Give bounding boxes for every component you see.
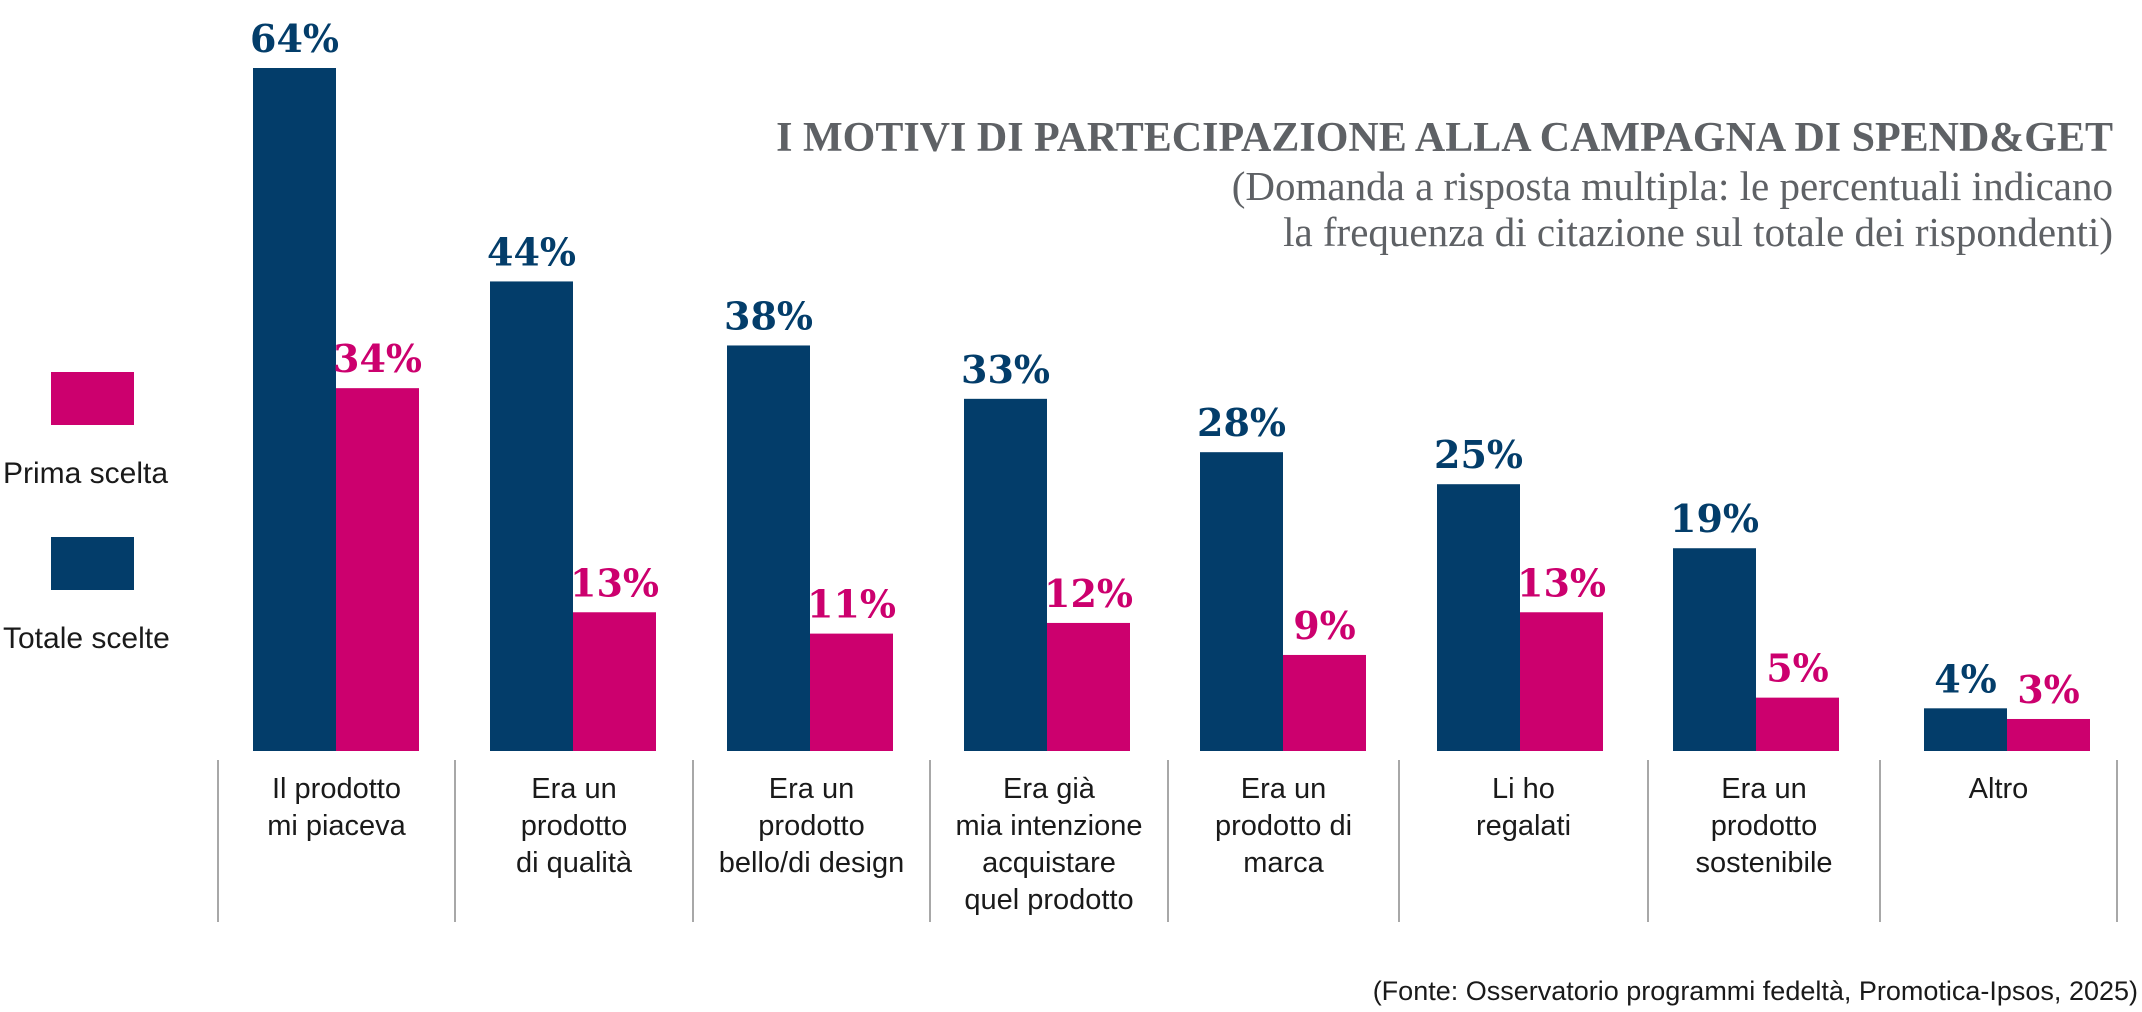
value-label-totale-scelte-8: 4%: [1934, 656, 1997, 701]
bars-layer: [253, 68, 2090, 751]
value-label-prima-scelta-7: 5%: [1766, 646, 1829, 691]
category-label-6: Li ho regalati: [1476, 773, 1571, 842]
bar-totale-scelte-6: [1437, 484, 1520, 751]
value-label-prima-scelta-4: 12%: [1044, 571, 1133, 616]
category-label-line: Altro: [1969, 773, 2029, 805]
category-label-line: marca: [1243, 847, 1324, 879]
bar-prima-scelta-7: [1756, 697, 1839, 751]
legend: Prima scelta Totale scelte: [3, 372, 170, 655]
chart-title: I MOTIVI DI PARTECIPAZIONE ALLA CAMPAGNA…: [776, 115, 2113, 161]
value-label-totale-scelte-3: 38%: [724, 293, 813, 338]
bar-prima-scelta-2: [573, 612, 656, 751]
legend-label-totale-scelte: Totale scelte: [3, 622, 170, 655]
category-label-line: mia intenzione: [956, 810, 1143, 842]
category-label-line: prodotto: [1711, 810, 1817, 842]
category-label-line: regalati: [1476, 810, 1571, 842]
value-labels-layer: 64% 34% 44% 13% 38% 11% 33% 12% 28% 9% 25% 13% 19% 5%…: [250, 16, 2080, 712]
chart-subtitle-line-1: (Domanda a risposta multipla: le percent…: [1232, 163, 2113, 209]
bar-totale-scelte-7: [1673, 548, 1756, 751]
chart-subtitle-line-2: la frequenza di citazione sul totale dei…: [1283, 209, 2113, 255]
category-label-line: prodotto: [758, 810, 864, 842]
value-label-prima-scelta-1: 34%: [333, 336, 422, 381]
category-label-line: Era un: [769, 773, 854, 805]
value-label-totale-scelte-4: 33%: [961, 347, 1050, 392]
category-dividers: [217, 760, 2118, 922]
category-label-line: Era già: [1003, 773, 1096, 805]
category-label-4: Era già mia intenzione acquistare quel prod…: [956, 773, 1143, 916]
value-label-prima-scelta-5: 9%: [1293, 603, 1356, 648]
value-label-totale-scelte-6: 25%: [1434, 432, 1523, 477]
bar-totale-scelte-1: [253, 68, 336, 751]
value-label-prima-scelta-6: 13%: [1517, 560, 1606, 605]
category-label-line: Era un: [1721, 773, 1806, 805]
category-label-line: Era un: [1241, 773, 1326, 805]
category-label-1: Il prodotto mi piaceva: [267, 773, 406, 842]
category-label-line: Il prodotto: [272, 773, 401, 805]
legend-swatch-prima-scelta: [51, 372, 134, 425]
bar-prima-scelta-6: [1520, 612, 1603, 751]
value-label-totale-scelte-5: 28%: [1197, 400, 1286, 445]
category-label-8: Altro: [1969, 773, 2029, 805]
category-label-line: Era un: [531, 773, 616, 805]
bar-totale-scelte-3: [727, 345, 810, 751]
category-label-line: mi piaceva: [267, 810, 406, 842]
legend-swatch-totale-scelte: [51, 537, 134, 590]
bar-totale-scelte-5: [1200, 452, 1283, 751]
bar-totale-scelte-4: [964, 398, 1047, 751]
bar-prima-scelta-8: [2007, 718, 2090, 751]
category-label-line: acquistare: [982, 847, 1116, 879]
bar-totale-scelte-2: [490, 281, 573, 751]
source-note: (Fonte: Osservatorio programmi fedeltà, …: [1373, 976, 2138, 1006]
bar-prima-scelta-5: [1283, 654, 1366, 751]
category-labels-layer: Il prodotto mi piaceva Era un prodotto di qu…: [267, 773, 2028, 916]
legend-label-prima-scelta: Prima scelta: [3, 457, 168, 490]
category-label-line: bello/di design: [719, 847, 904, 879]
value-label-totale-scelte-1: 64%: [250, 16, 339, 61]
category-label-line: prodotto di: [1215, 810, 1352, 842]
category-label-line: Li ho: [1492, 773, 1555, 805]
value-label-prima-scelta-3: 11%: [807, 582, 896, 627]
bar-totale-scelte-8: [1924, 708, 2007, 751]
value-label-totale-scelte-2: 44%: [487, 229, 576, 274]
value-label-totale-scelte-7: 19%: [1670, 496, 1759, 541]
value-label-prima-scelta-2: 13%: [570, 560, 659, 605]
category-label-line: prodotto: [521, 810, 627, 842]
category-label-5: Era un prodotto di marca: [1215, 773, 1352, 879]
bar-prima-scelta-1: [336, 388, 419, 751]
category-label-line: sostenibile: [1695, 847, 1832, 879]
chart-title-block: I MOTIVI DI PARTECIPAZIONE ALLA CAMPAGNA…: [776, 115, 2113, 255]
value-label-prima-scelta-8: 3%: [2017, 667, 2080, 712]
category-label-line: quel prodotto: [964, 884, 1133, 916]
bar-prima-scelta-3: [810, 633, 893, 751]
bar-prima-scelta-4: [1047, 622, 1130, 751]
category-label-7: Era un prodotto sostenibile: [1695, 773, 1832, 879]
category-label-2: Era un prodotto di qualità: [516, 773, 633, 879]
category-label-3: Era un prodotto bello/di design: [719, 773, 904, 879]
category-label-line: di qualità: [516, 847, 633, 879]
